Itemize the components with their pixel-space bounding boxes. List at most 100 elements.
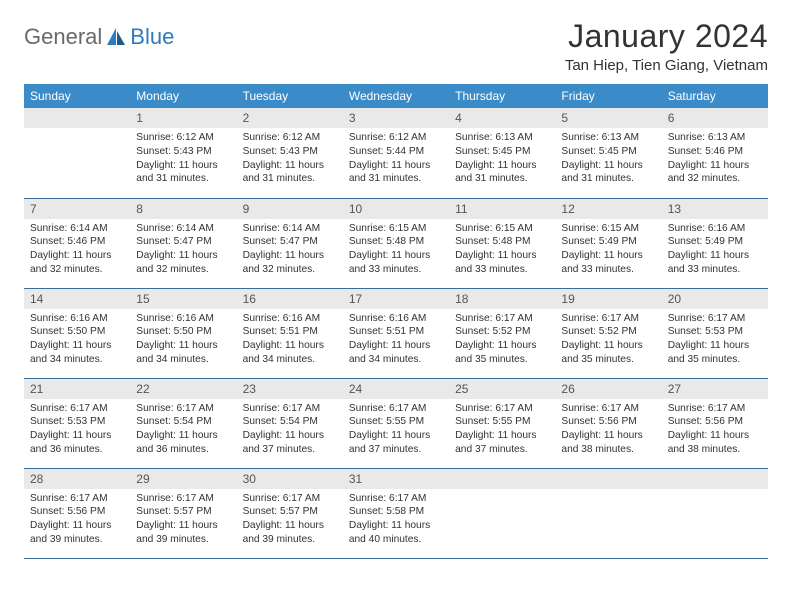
calendar-cell: 5Sunrise: 6:13 AMSunset: 5:45 PMDaylight… [555,108,661,198]
day-body: Sunrise: 6:16 AMSunset: 5:51 PMDaylight:… [237,309,343,371]
day-line: Sunset: 5:49 PM [561,235,655,249]
day-line: Sunrise: 6:17 AM [136,402,230,416]
calendar-cell: 7Sunrise: 6:14 AMSunset: 5:46 PMDaylight… [24,198,130,288]
weekday-header: Wednesday [343,84,449,108]
day-line: and 37 minutes. [243,443,337,457]
day-line: Daylight: 11 hours [455,159,549,173]
weekday-header: Tuesday [237,84,343,108]
day-line: Sunset: 5:55 PM [455,415,549,429]
calendar-cell [449,468,555,558]
day-line: Sunrise: 6:17 AM [455,402,549,416]
day-line: and 31 minutes. [561,172,655,186]
calendar-cell: 1Sunrise: 6:12 AMSunset: 5:43 PMDaylight… [130,108,236,198]
calendar-cell: 6Sunrise: 6:13 AMSunset: 5:46 PMDaylight… [662,108,768,198]
day-line: Sunrise: 6:17 AM [561,312,655,326]
day-line: and 32 minutes. [30,263,124,277]
day-body: Sunrise: 6:17 AMSunset: 5:54 PMDaylight:… [237,399,343,461]
day-line: Sunrise: 6:16 AM [243,312,337,326]
day-line: Daylight: 11 hours [136,339,230,353]
day-line: Sunrise: 6:15 AM [455,222,549,236]
day-number: 27 [662,379,768,399]
day-line: Sunrise: 6:17 AM [243,402,337,416]
day-number: 11 [449,199,555,219]
day-line: Daylight: 11 hours [349,339,443,353]
day-body: Sunrise: 6:17 AMSunset: 5:53 PMDaylight:… [662,309,768,371]
day-body: Sunrise: 6:15 AMSunset: 5:49 PMDaylight:… [555,219,661,281]
day-body: Sunrise: 6:17 AMSunset: 5:58 PMDaylight:… [343,489,449,551]
day-line: Daylight: 11 hours [561,159,655,173]
day-line: Sunset: 5:52 PM [455,325,549,339]
day-line: and 31 minutes. [349,172,443,186]
day-line: Daylight: 11 hours [30,249,124,263]
calendar-cell: 29Sunrise: 6:17 AMSunset: 5:57 PMDayligh… [130,468,236,558]
day-body: Sunrise: 6:16 AMSunset: 5:49 PMDaylight:… [662,219,768,281]
day-body: Sunrise: 6:15 AMSunset: 5:48 PMDaylight:… [449,219,555,281]
calendar-cell: 19Sunrise: 6:17 AMSunset: 5:52 PMDayligh… [555,288,661,378]
day-line: Daylight: 11 hours [136,519,230,533]
day-line: Sunrise: 6:17 AM [349,402,443,416]
day-line: Sunrise: 6:15 AM [349,222,443,236]
location-label: Tan Hiep, Tien Giang, Vietnam [565,57,768,74]
day-line: and 38 minutes. [561,443,655,457]
day-body: Sunrise: 6:15 AMSunset: 5:48 PMDaylight:… [343,219,449,281]
day-line: Daylight: 11 hours [561,249,655,263]
day-line: and 39 minutes. [136,533,230,547]
day-line: Sunset: 5:43 PM [136,145,230,159]
day-number: 14 [24,289,130,309]
day-body: Sunrise: 6:12 AMSunset: 5:43 PMDaylight:… [237,128,343,190]
day-body: Sunrise: 6:12 AMSunset: 5:44 PMDaylight:… [343,128,449,190]
day-line: Daylight: 11 hours [30,519,124,533]
day-line: Sunset: 5:55 PM [349,415,443,429]
day-body [555,489,661,496]
day-line: Daylight: 11 hours [243,429,337,443]
day-line: Daylight: 11 hours [349,519,443,533]
day-line: Sunset: 5:46 PM [668,145,762,159]
day-line: and 34 minutes. [243,353,337,367]
day-line: Sunset: 5:48 PM [455,235,549,249]
calendar-week-row: 14Sunrise: 6:16 AMSunset: 5:50 PMDayligh… [24,288,768,378]
day-line: and 31 minutes. [136,172,230,186]
day-line: Sunrise: 6:17 AM [349,492,443,506]
day-line: Sunrise: 6:12 AM [243,131,337,145]
day-line: Sunrise: 6:13 AM [455,131,549,145]
calendar-table: Sunday Monday Tuesday Wednesday Thursday… [24,84,768,559]
calendar-cell: 3Sunrise: 6:12 AMSunset: 5:44 PMDaylight… [343,108,449,198]
day-body: Sunrise: 6:17 AMSunset: 5:56 PMDaylight:… [555,399,661,461]
day-body: Sunrise: 6:17 AMSunset: 5:52 PMDaylight:… [449,309,555,371]
day-body: Sunrise: 6:17 AMSunset: 5:55 PMDaylight:… [449,399,555,461]
day-body: Sunrise: 6:14 AMSunset: 5:46 PMDaylight:… [24,219,130,281]
calendar-cell: 9Sunrise: 6:14 AMSunset: 5:47 PMDaylight… [237,198,343,288]
day-line: Daylight: 11 hours [243,339,337,353]
day-body: Sunrise: 6:17 AMSunset: 5:56 PMDaylight:… [662,399,768,461]
day-line: Daylight: 11 hours [668,249,762,263]
day-line: and 32 minutes. [668,172,762,186]
day-body: Sunrise: 6:17 AMSunset: 5:52 PMDaylight:… [555,309,661,371]
day-line: Sunrise: 6:15 AM [561,222,655,236]
page-title: January 2024 [565,18,768,55]
day-number: 15 [130,289,236,309]
day-number: 29 [130,469,236,489]
day-line: and 37 minutes. [455,443,549,457]
day-line: Sunset: 5:47 PM [243,235,337,249]
day-line: Sunset: 5:50 PM [136,325,230,339]
day-line: Sunrise: 6:17 AM [455,312,549,326]
calendar-cell: 17Sunrise: 6:16 AMSunset: 5:51 PMDayligh… [343,288,449,378]
calendar-body: 1Sunrise: 6:12 AMSunset: 5:43 PMDaylight… [24,108,768,558]
day-body: Sunrise: 6:13 AMSunset: 5:45 PMDaylight:… [555,128,661,190]
weekday-header: Monday [130,84,236,108]
day-number: 9 [237,199,343,219]
brand-logo: General Blue [24,18,174,50]
day-line: Sunrise: 6:12 AM [136,131,230,145]
day-line: and 38 minutes. [668,443,762,457]
day-line: and 35 minutes. [668,353,762,367]
day-line: Sunset: 5:45 PM [455,145,549,159]
day-line: Daylight: 11 hours [243,159,337,173]
day-line: and 35 minutes. [561,353,655,367]
day-line: Daylight: 11 hours [668,159,762,173]
day-line: and 39 minutes. [243,533,337,547]
calendar-cell: 16Sunrise: 6:16 AMSunset: 5:51 PMDayligh… [237,288,343,378]
day-body [662,489,768,496]
day-body: Sunrise: 6:17 AMSunset: 5:53 PMDaylight:… [24,399,130,461]
day-line: Sunrise: 6:16 AM [349,312,443,326]
day-number [662,469,768,489]
